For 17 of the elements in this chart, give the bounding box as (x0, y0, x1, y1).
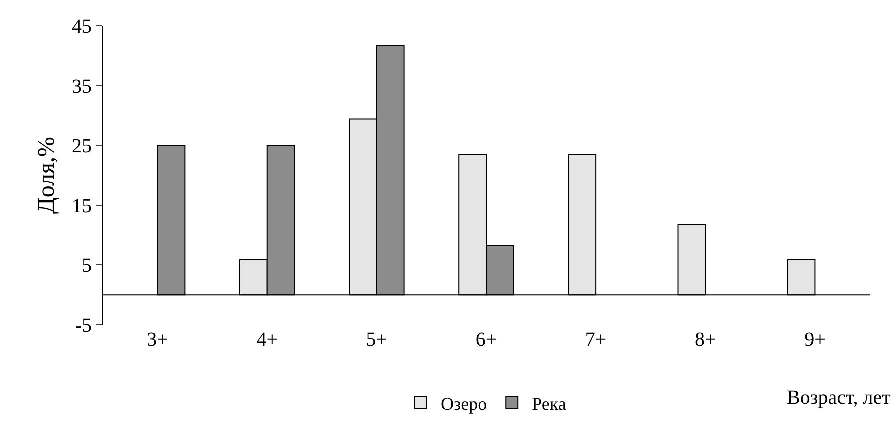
x-tick-label: 5+ (366, 329, 388, 351)
x-tick-label: 8+ (695, 329, 716, 351)
y-tick-label: 15 (72, 195, 92, 218)
y-tick-label: 35 (72, 76, 92, 98)
legend-label: Озеро (441, 394, 488, 414)
y-tick-label: 5 (82, 255, 92, 278)
x-axis-title: Возраст, лет (787, 387, 892, 409)
y-tick-label: 25 (72, 136, 92, 158)
y-tick-label: -5 (75, 315, 92, 337)
x-tick-label: 3+ (147, 329, 168, 351)
legend-label: Река (532, 394, 566, 414)
x-tick-label: 6+ (476, 329, 498, 351)
x-tick-label: 7+ (585, 329, 607, 351)
x-tick-label: 9+ (804, 329, 826, 351)
y-tick-label: 45 (72, 16, 92, 38)
x-tick-label: 4+ (256, 329, 278, 351)
y-axis-title: Доля,% (34, 136, 60, 214)
